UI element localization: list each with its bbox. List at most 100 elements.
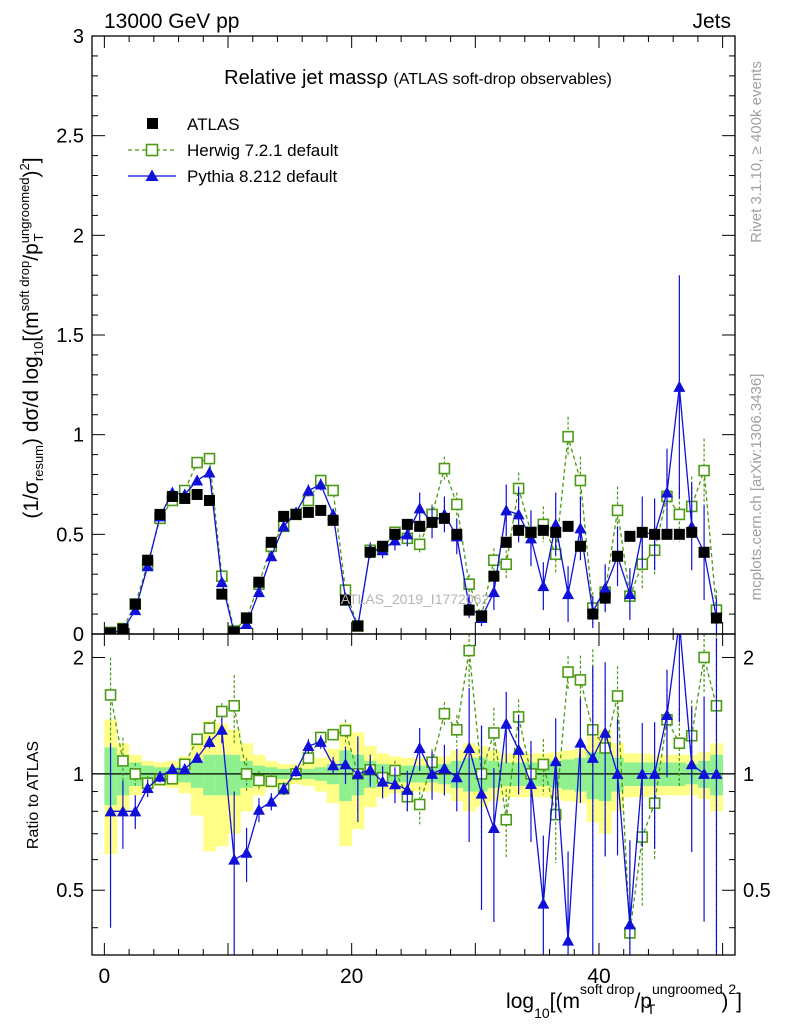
pythia-ratio-point — [327, 759, 340, 771]
herwig-point — [463, 578, 475, 590]
herwig-point — [611, 504, 624, 517]
pythia-ratio-point — [500, 717, 513, 729]
pythia-ratio-point — [623, 918, 636, 930]
atlas-point — [364, 546, 376, 558]
herwig-ratio-point — [339, 724, 352, 737]
pythia-ratio-point — [314, 735, 327, 747]
y-axis-label-b-sub: 10 — [31, 342, 46, 356]
x-axis-label-b: [(m — [550, 990, 580, 1013]
herwig-point — [450, 498, 463, 511]
herwig-ratio-point — [228, 699, 241, 712]
pythia-ratio-point — [549, 755, 562, 767]
atlas-point — [574, 540, 586, 552]
pythia-point — [537, 580, 550, 592]
pythia-ratio-point — [426, 767, 439, 779]
atlas-point — [476, 610, 488, 622]
pythia-ratio-point — [673, 615, 685, 626]
x-axis-label-d: ) — [721, 990, 728, 1013]
legend: ATLAS Herwig 7.2.1 default Pythia 8.212 … — [128, 115, 338, 186]
herwig-point — [413, 538, 426, 551]
y-axis-label-c-sup: soft drop — [17, 261, 32, 312]
pythia-ratio-point — [141, 782, 154, 794]
main-marks — [104, 275, 723, 634]
x-axis-label-a-sub: 10 — [534, 1005, 550, 1021]
atlas-point — [451, 528, 463, 540]
pythia-ratio-point — [438, 762, 451, 774]
herwig-ratio-point — [413, 798, 426, 811]
pythia-ratio-point — [574, 736, 587, 748]
pythia-ratio-point — [685, 758, 698, 770]
atlas-point — [426, 516, 438, 528]
herwig-ratio-point — [327, 728, 339, 741]
pythia-point — [277, 520, 290, 532]
x-tick-label: 40 — [587, 965, 610, 988]
ratio-y-tick-label-right: 0.5 — [743, 880, 771, 902]
atlas-point — [142, 554, 154, 566]
pythia-ratio-point — [562, 934, 575, 946]
atlas-point — [401, 518, 413, 530]
ratio-y-axis-label: Ratio to ATLAS — [25, 741, 42, 849]
atlas-point — [612, 550, 624, 562]
y-tick-label: 0.5 — [56, 524, 84, 546]
pythia-point — [660, 486, 673, 498]
pythia-ratio-point — [240, 846, 253, 858]
atlas-point — [302, 506, 314, 518]
pythia-point — [252, 586, 265, 598]
pythia-point — [191, 474, 204, 486]
atlas-point — [327, 514, 339, 526]
y-axis-label-a-sub: resum — [31, 445, 46, 481]
herwig-ratio-point — [216, 705, 228, 718]
herwig-point — [327, 484, 339, 497]
pythia-ratio-point — [660, 708, 673, 720]
pythia-point — [302, 484, 315, 496]
atlas-point — [191, 488, 203, 500]
pythia-ratio-point — [475, 787, 488, 799]
pythia-point — [314, 478, 327, 490]
atlas-point — [339, 594, 351, 606]
herwig-ratio-point — [253, 774, 265, 787]
ratio-band-inner — [561, 759, 575, 790]
herwig-point — [203, 452, 216, 465]
pythia-ratio-point — [339, 758, 352, 770]
herwig-ratio-point — [191, 733, 203, 746]
herwig-ratio-point — [562, 666, 574, 678]
pythia-ratio-point — [524, 778, 537, 790]
atlas-point — [587, 608, 599, 620]
pythia-point — [500, 504, 513, 516]
watermark-label: ATLAS_2019_I1772062 — [341, 591, 490, 607]
atlas-point — [389, 528, 401, 540]
herwig-point — [500, 558, 513, 571]
herwig-point — [698, 464, 710, 477]
ratio-band-inner — [228, 754, 241, 796]
pythia-point — [413, 502, 426, 514]
atlas-point — [290, 508, 302, 520]
chart-marks — [92, 275, 735, 955]
herwig-ratio-point — [537, 758, 550, 771]
herwig-ratio-point — [240, 768, 253, 780]
chart-title: Relative jet massρ (ATLAS soft-drop obse… — [224, 67, 612, 89]
header-left-label: 13000 GeV pp — [104, 10, 239, 33]
herwig-ratio-point — [302, 752, 315, 764]
pythia-point — [673, 380, 686, 392]
chart-title-main: Relative jet massρ — [224, 67, 388, 89]
y-axis-label-c: [(m — [20, 311, 43, 341]
pythia-ratio-point — [364, 763, 377, 775]
atlas-point — [203, 494, 215, 506]
pythia-point — [623, 588, 636, 600]
legend-atlas-marker — [147, 118, 158, 129]
herwig-ratio-point — [166, 772, 179, 785]
pythia-ratio-point — [586, 751, 599, 763]
atlas-point — [315, 504, 327, 516]
atlas-point — [710, 612, 722, 624]
herwig-ratio-point — [574, 674, 587, 686]
atlas-point — [414, 520, 426, 532]
atlas-point — [488, 570, 500, 582]
y-tick-label: 1 — [73, 425, 84, 447]
y-axis-label-e-sup: 2 — [17, 163, 32, 170]
y-axis-label-f: ] — [20, 157, 43, 163]
pythia-ratio-point — [351, 767, 364, 779]
pythia-ratio-point — [228, 853, 241, 865]
pythia-ratio-point — [648, 767, 661, 779]
pythia-ratio-point — [450, 771, 463, 783]
y-axis-label-d-sup: ungroomed — [17, 177, 32, 243]
